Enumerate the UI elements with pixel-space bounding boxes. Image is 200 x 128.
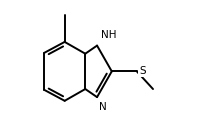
Text: S: S xyxy=(139,66,146,76)
Text: NH: NH xyxy=(101,30,117,40)
Text: N: N xyxy=(99,102,106,112)
